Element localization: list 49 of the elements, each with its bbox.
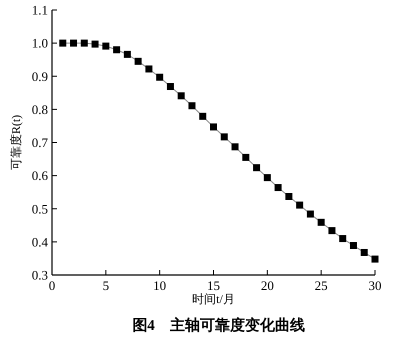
point [102, 42, 110, 50]
point [92, 40, 99, 48]
point [70, 40, 78, 47]
point [328, 227, 336, 234]
x-tick-label: 15 [207, 278, 220, 293]
point [156, 74, 164, 81]
y-tick-label: 0.7 [32, 135, 48, 150]
y-tick-label: 0.3 [32, 268, 48, 282]
point [339, 235, 346, 242]
x-tick-label: 25 [314, 278, 328, 293]
point [372, 256, 378, 263]
point [232, 143, 239, 150]
point [296, 202, 304, 209]
point [134, 58, 142, 65]
point [145, 65, 152, 72]
point [124, 50, 131, 58]
point [360, 248, 368, 256]
y-tick-label: 0.8 [32, 102, 48, 117]
y-tick-label: 1.1 [32, 2, 48, 18]
y-axis-title: 可靠度R(t) [9, 114, 23, 170]
point [166, 83, 174, 90]
point [220, 133, 228, 140]
point [113, 46, 120, 54]
point [264, 174, 271, 182]
x-axis-title: 时间t/月 [192, 292, 235, 306]
y-tick-label: 1.0 [32, 36, 48, 51]
point [318, 218, 325, 226]
point [80, 40, 88, 47]
x-tick-label: 10 [153, 278, 166, 293]
y-tick-label: 0.4 [32, 234, 48, 250]
x-tick-label: 30 [368, 278, 382, 293]
point [188, 102, 196, 110]
point [178, 92, 185, 100]
y-tick-label: 0.5 [32, 201, 48, 216]
y-tick-label: 0.6 [32, 168, 48, 184]
point [350, 242, 357, 250]
x-tick-label: 0 [48, 278, 56, 293]
text: 图4 主轴可靠度变化曲线 [132, 316, 305, 334]
x-tick-label: 5 [102, 278, 110, 293]
point [285, 192, 292, 200]
point [253, 164, 260, 172]
point [242, 154, 250, 161]
x-tick-label: 20 [260, 278, 274, 293]
point [306, 210, 314, 218]
point [274, 184, 282, 192]
point [59, 40, 66, 47]
point [210, 123, 217, 130]
point [199, 112, 206, 120]
y-tick-label: 0.9 [32, 68, 48, 84]
